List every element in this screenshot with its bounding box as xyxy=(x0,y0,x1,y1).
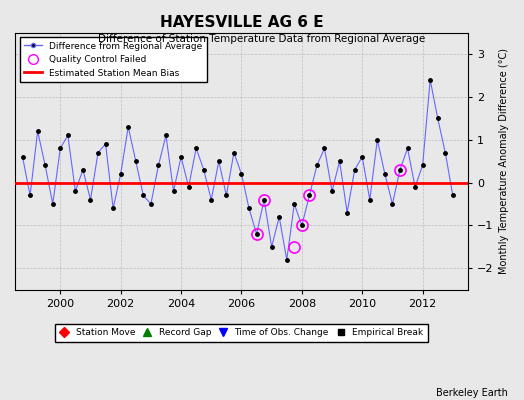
Y-axis label: Monthly Temperature Anomaly Difference (°C): Monthly Temperature Anomaly Difference (… xyxy=(499,48,509,274)
Legend: Station Move, Record Gap, Time of Obs. Change, Empirical Break: Station Move, Record Gap, Time of Obs. C… xyxy=(55,324,428,342)
Text: Difference of Station Temperature Data from Regional Average: Difference of Station Temperature Data f… xyxy=(99,34,425,44)
Text: Berkeley Earth: Berkeley Earth xyxy=(436,388,508,398)
Title: HAYESVILLE AG 6 E: HAYESVILLE AG 6 E xyxy=(160,15,323,30)
